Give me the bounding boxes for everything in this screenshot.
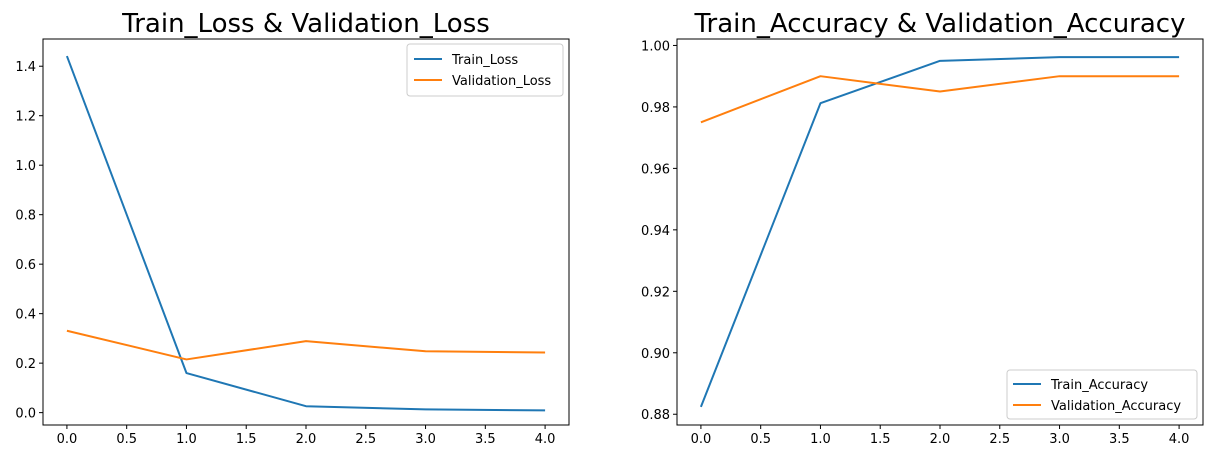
y-tick-label: 0.98 xyxy=(641,101,670,116)
accuracy-chart: Train_Accuracy & Validation_Accuracy 0.0… xyxy=(641,9,1204,447)
x-tick-label: 2.0 xyxy=(930,432,951,447)
series-lines xyxy=(699,56,1180,408)
y-tick-label: 0.96 xyxy=(641,162,670,177)
x-tick-label: 3.0 xyxy=(1049,432,1070,447)
y-tick-label: 0.2 xyxy=(15,357,36,372)
legend: Train_Accuracy Validation_Accuracy xyxy=(1006,369,1198,420)
ticks: 0.0 0.5 1.0 1.5 2.0 2.5 3.0 3.5 4.0 0.88 0.90 0.92 0… xyxy=(641,39,1189,447)
x-tick-label: 3.0 xyxy=(415,432,436,447)
y-tick-label: 1.00 xyxy=(641,39,670,54)
x-tick-label: 3.5 xyxy=(475,432,496,447)
legend-label-validation-loss: Validation_Loss xyxy=(452,74,551,89)
x-tick-label: 4.0 xyxy=(1169,432,1190,447)
series-line-train-accuracy xyxy=(699,56,1180,408)
y-tick-label: 0.4 xyxy=(15,308,36,323)
legend-box xyxy=(406,43,564,97)
series-lines xyxy=(65,55,546,412)
legend-label-train-loss: Train_Loss xyxy=(451,53,518,68)
x-tick-label: 2.0 xyxy=(296,432,317,447)
legend: Train_Loss Validation_Loss xyxy=(406,43,564,97)
axes-frame xyxy=(676,38,1204,426)
y-tick-label: 1.0 xyxy=(15,159,36,174)
x-tick-label: 1.0 xyxy=(176,432,197,447)
x-tick-label: 1.5 xyxy=(236,432,257,447)
chart-title: Train_Loss & Validation_Loss xyxy=(121,9,490,39)
x-tick-label: 0.5 xyxy=(116,432,137,447)
x-tick-label: 0.0 xyxy=(57,432,78,447)
x-tick-label: 1.5 xyxy=(870,432,891,447)
series-line-validation-loss xyxy=(66,329,546,361)
x-tick-label: 3.5 xyxy=(1109,432,1130,447)
y-tick-label: 0.90 xyxy=(641,347,670,362)
x-tick-label: 0.5 xyxy=(750,432,771,447)
series-line-train-loss xyxy=(65,55,546,412)
y-tick-label: 1.4 xyxy=(15,60,36,75)
x-tick-label: 2.5 xyxy=(355,432,376,447)
y-tick-label: 0.94 xyxy=(641,224,670,239)
axes-frame xyxy=(42,38,570,426)
y-tick-label: 0.88 xyxy=(641,408,670,423)
ticks: 0.0 0.5 1.0 1.5 2.0 2.5 3.0 3.5 4.0 0.0 0.2 0.4 0.6 0… xyxy=(15,60,555,447)
loss-chart: Train_Loss & Validation_Loss 0.0 0.5 1.0 1.… xyxy=(15,9,570,447)
series-line-validation-accuracy xyxy=(700,75,1180,124)
y-tick-label: 1.2 xyxy=(15,110,36,125)
x-tick-label: 0.0 xyxy=(691,432,712,447)
legend-label-train-accuracy: Train_Accuracy xyxy=(1050,378,1148,393)
y-tick-label: 0.0 xyxy=(15,407,36,422)
y-tick-label: 0.92 xyxy=(641,285,670,300)
x-tick-label: 4.0 xyxy=(535,432,556,447)
chart-title: Train_Accuracy & Validation_Accuracy xyxy=(694,9,1186,39)
legend-box xyxy=(1006,369,1198,420)
x-tick-label: 2.5 xyxy=(989,432,1010,447)
x-tick-label: 1.0 xyxy=(810,432,831,447)
y-tick-label: 0.6 xyxy=(15,258,36,273)
legend-label-validation-accuracy: Validation_Accuracy xyxy=(1051,399,1181,414)
y-tick-label: 0.8 xyxy=(15,209,36,224)
